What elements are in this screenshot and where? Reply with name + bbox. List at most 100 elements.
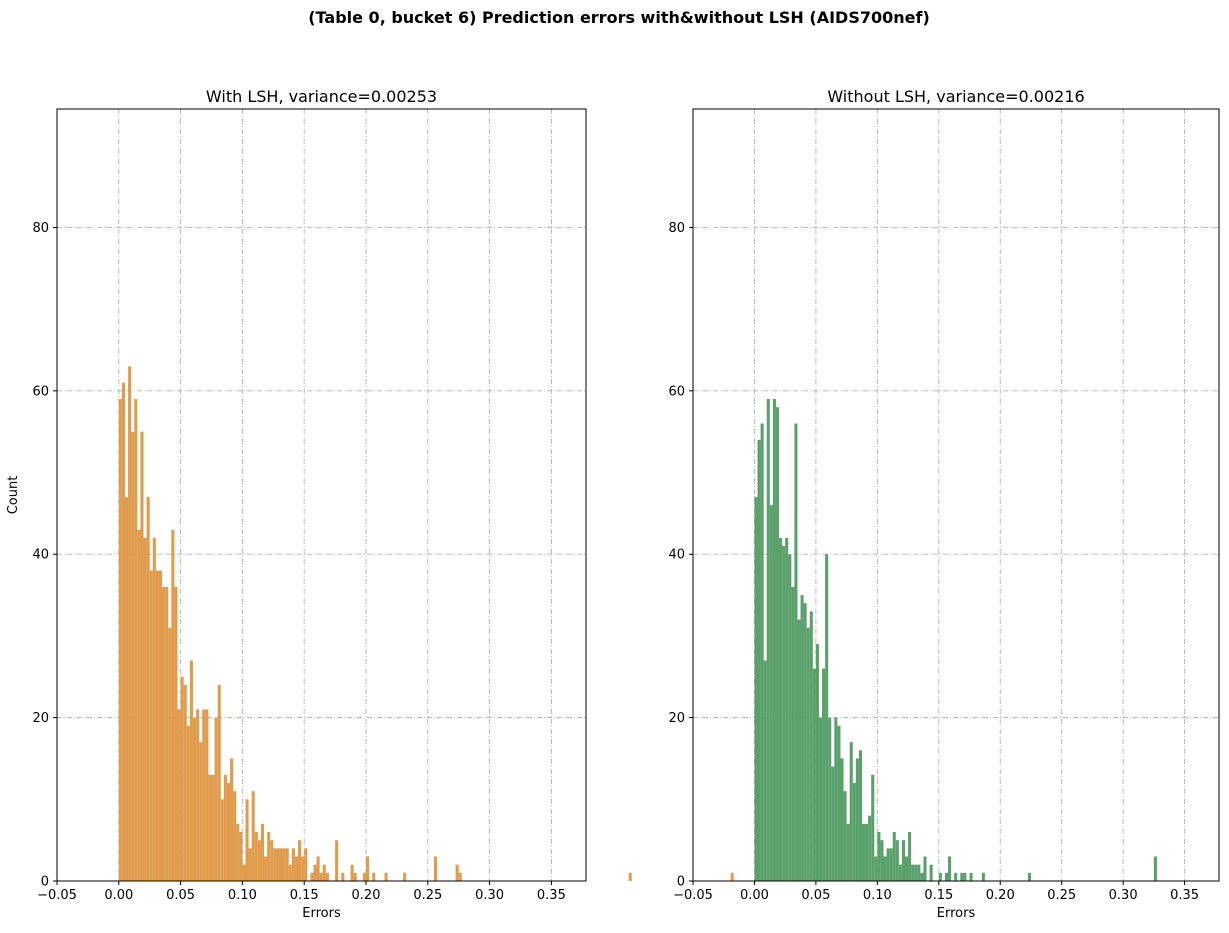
histogram-bar <box>769 505 773 881</box>
histogram-bar <box>226 782 231 881</box>
histogram-bar <box>128 366 132 881</box>
histogram-bar <box>920 872 924 881</box>
y-tick-label: 80 <box>32 221 49 236</box>
histogram-bar <box>403 872 407 881</box>
histogram-bar <box>895 840 899 881</box>
histogram-bar <box>257 840 261 881</box>
y-tick-label: 60 <box>668 384 685 399</box>
histogram-bar <box>134 399 138 881</box>
histogram-bar <box>911 864 915 881</box>
left-histogram-panel: −0.05 0.00 0.05 0.10 0.15 0.20 0.25 0.30 0.35 0 20… <box>6 87 734 921</box>
histogram-bar <box>291 848 295 881</box>
histogram-bar <box>923 856 927 881</box>
histogram-bar <box>929 864 933 881</box>
histogram-bar <box>196 709 200 881</box>
histogram-bar <box>963 872 967 881</box>
histogram-bar <box>143 537 147 881</box>
histogram-bar <box>818 717 823 881</box>
histogram-bar <box>849 742 853 881</box>
histogram-bar <box>140 431 144 881</box>
histogram-bar <box>812 668 816 881</box>
histogram-bar <box>236 823 240 881</box>
histogram-bar <box>852 782 856 881</box>
x-tick-label: 0.25 <box>413 888 442 903</box>
histogram-bar <box>803 603 807 881</box>
histogram-bar <box>245 799 249 881</box>
histogram-bar <box>892 831 896 881</box>
histogram-bar <box>981 872 985 881</box>
histogram-bar <box>914 864 918 881</box>
histogram-bar <box>960 872 964 881</box>
histogram-bar <box>886 848 890 881</box>
histogram-bar <box>791 586 795 881</box>
x-tick-label: 0.25 <box>1047 888 1076 903</box>
figure-suptitle: (Table 0, bucket 6) Prediction errors wi… <box>308 8 930 27</box>
histogram-bar <box>797 619 801 881</box>
histogram-bar <box>917 864 921 881</box>
histogram-bar <box>775 407 780 881</box>
histogram-bar <box>282 848 286 881</box>
subplot-title: With LSH, variance=0.00253 <box>206 87 437 106</box>
y-tick-label: 40 <box>668 548 685 563</box>
axes-frame <box>692 108 1220 882</box>
histogram-bar <box>766 399 770 881</box>
histogram-bar <box>316 856 320 881</box>
histogram-bar <box>969 872 973 881</box>
histogram-bar <box>162 586 166 881</box>
histogram-bar <box>365 856 370 881</box>
y-tick-label: 0 <box>41 875 49 890</box>
histogram-bar <box>325 872 329 881</box>
x-tick-label: 0.35 <box>1170 888 1199 903</box>
histogram-bar <box>242 864 246 881</box>
histogram-bar <box>146 497 150 881</box>
histogram-bar <box>822 668 826 881</box>
histogram-bar <box>1153 856 1157 881</box>
histogram-bar <box>865 823 869 881</box>
histogram-bar <box>788 554 792 881</box>
histogram-bar <box>183 684 187 881</box>
histogram-bar <box>248 848 252 881</box>
histogram-bar <box>901 840 905 881</box>
x-tick-label: 0.35 <box>537 888 566 903</box>
histogram-bar <box>285 848 289 881</box>
histogram-bar <box>757 439 761 881</box>
histogram-bar <box>874 856 878 881</box>
histogram-bar <box>276 848 280 881</box>
y-tick-label: 40 <box>32 548 49 563</box>
histogram-bar <box>313 864 317 881</box>
histogram-bar <box>180 676 184 881</box>
histogram-bar <box>239 831 243 881</box>
histogram-bar <box>205 709 209 881</box>
histogram-bar <box>809 611 813 881</box>
histogram-bar <box>772 399 776 881</box>
histogram-bar <box>730 872 734 881</box>
y-tick-label: 60 <box>32 384 49 399</box>
x-axis-label: Errors <box>937 906 976 921</box>
histogram-bar <box>121 382 125 881</box>
histogram-bar <box>223 774 227 881</box>
histogram-bar <box>294 856 299 881</box>
y-tick-label: 20 <box>32 711 49 726</box>
histogram-bar <box>954 872 958 881</box>
histogram-bar <box>165 586 169 881</box>
histogram-bar <box>230 758 234 881</box>
histogram-bar <box>208 774 212 881</box>
x-tick-label: −0.05 <box>37 888 77 903</box>
x-tick-label: 0.30 <box>1109 888 1138 903</box>
histogram-bar <box>260 823 265 881</box>
histogram-bar <box>944 872 949 881</box>
histogram-bar <box>883 856 887 881</box>
histogram-bar <box>834 717 838 881</box>
histogram-bar <box>335 840 339 881</box>
histogram-bar <box>189 660 193 881</box>
histogram-bar <box>948 856 952 881</box>
histogram-bar <box>806 627 810 881</box>
histogram-bar <box>455 864 459 881</box>
histogram-bar <box>174 586 178 881</box>
x-tick-label: 0.15 <box>924 888 953 903</box>
histogram-bar <box>131 431 135 881</box>
histogram-bar <box>217 684 221 881</box>
histogram-bar <box>908 831 912 881</box>
histogram-bar <box>840 758 844 881</box>
